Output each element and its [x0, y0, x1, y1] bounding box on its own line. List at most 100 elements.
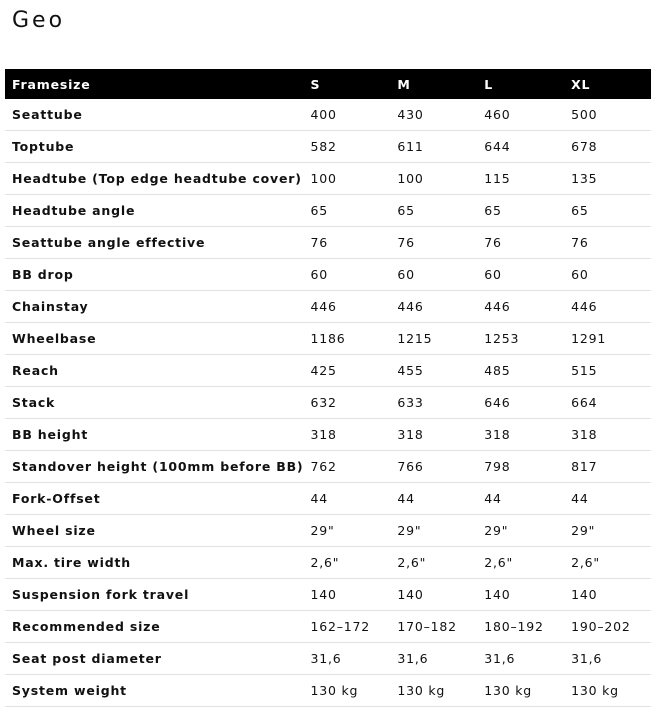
table-header: Framesize S M L XL — [5, 69, 651, 99]
cell: 76 — [477, 226, 565, 259]
cell: 162–172 — [303, 610, 391, 643]
cell: 633 — [390, 386, 478, 419]
table-row: Reach 425 455 485 515 — [5, 354, 651, 387]
cell: 515 — [564, 354, 651, 387]
cell: 1186 — [303, 322, 391, 355]
table-row: Wheel size 29" 29" 29" 29" — [5, 514, 651, 547]
cell: 2,6" — [303, 546, 391, 579]
cell: 60 — [303, 258, 391, 291]
cell: 425 — [303, 354, 391, 387]
cell: 766 — [390, 450, 478, 483]
table-row: Toptube 582 611 644 678 — [5, 130, 651, 163]
cell: 130 kg — [564, 674, 651, 707]
row-label: Fork-Offset — [5, 482, 304, 515]
geometry-table: Framesize S M L XL Seattube 400 430 460 500 Toptu… — [5, 69, 651, 707]
cell: 446 — [303, 290, 391, 323]
table-row: Max. tire width 2,6" 2,6" 2,6" 2,6" — [5, 546, 651, 579]
row-label: BB height — [5, 418, 304, 451]
cell: 318 — [477, 418, 565, 451]
cell: 646 — [477, 386, 565, 419]
table-row: Chainstay 446 446 446 446 — [5, 290, 651, 323]
cell: 190–202 — [564, 610, 651, 643]
table-row: Recommended size 162–172 170–182 180–192 190… — [5, 610, 651, 643]
cell: 130 kg — [303, 674, 391, 707]
header-row: Framesize S M L XL — [5, 69, 651, 99]
cell: 140 — [390, 578, 478, 611]
row-label: Headtube angle — [5, 194, 304, 227]
row-label: Wheelbase — [5, 322, 304, 355]
row-label: Suspension fork travel — [5, 578, 304, 611]
cell: 76 — [390, 226, 478, 259]
row-label: System weight — [5, 674, 304, 707]
cell: 65 — [303, 194, 391, 227]
cell: 29" — [564, 514, 651, 547]
cell: 400 — [303, 99, 391, 131]
cell: 140 — [477, 578, 565, 611]
row-label: Max. tire width — [5, 546, 304, 579]
row-label: Stack — [5, 386, 304, 419]
cell: 678 — [564, 130, 651, 163]
cell: 446 — [477, 290, 565, 323]
row-label: Headtube (Top edge headtube cover) — [5, 162, 304, 195]
table-row: BB drop 60 60 60 60 — [5, 258, 651, 291]
cell: 485 — [477, 354, 565, 387]
cell: 430 — [390, 99, 478, 131]
cell: 65 — [477, 194, 565, 227]
header-cell: XL — [564, 69, 651, 99]
cell: 762 — [303, 450, 391, 483]
cell: 130 kg — [477, 674, 565, 707]
page-title: Geo — [12, 8, 66, 33]
row-label: BB drop — [5, 258, 304, 291]
cell: 1215 — [390, 322, 478, 355]
cell: 1291 — [564, 322, 651, 355]
cell: 31,6 — [390, 642, 478, 675]
row-label: Seattube — [5, 99, 304, 131]
cell: 798 — [477, 450, 565, 483]
cell: 460 — [477, 99, 565, 131]
row-label: Toptube — [5, 130, 304, 163]
cell: 644 — [477, 130, 565, 163]
table-body: Seattube 400 430 460 500 Toptube 582 611 644 678 H… — [5, 99, 651, 707]
cell: 130 kg — [390, 674, 478, 707]
header-cell: Framesize — [5, 69, 304, 99]
table-row: Stack 632 633 646 664 — [5, 386, 651, 419]
cell: 180–192 — [477, 610, 565, 643]
cell: 44 — [390, 482, 478, 515]
cell: 632 — [303, 386, 391, 419]
cell: 318 — [390, 418, 478, 451]
cell: 140 — [564, 578, 651, 611]
cell: 76 — [564, 226, 651, 259]
cell: 2,6" — [564, 546, 651, 579]
cell: 1253 — [477, 322, 565, 355]
table-row: Seattube angle effective 76 76 76 76 — [5, 226, 651, 259]
cell: 60 — [477, 258, 565, 291]
cell: 2,6" — [477, 546, 565, 579]
cell: 140 — [303, 578, 391, 611]
table-row: Suspension fork travel 140 140 140 140 — [5, 578, 651, 611]
cell: 446 — [564, 290, 651, 323]
header-cell: M — [390, 69, 478, 99]
cell: 31,6 — [477, 642, 565, 675]
header-cell: S — [303, 69, 391, 99]
cell: 170–182 — [390, 610, 478, 643]
cell: 664 — [564, 386, 651, 419]
table-row: BB height 318 318 318 318 — [5, 418, 651, 451]
cell: 31,6 — [303, 642, 391, 675]
row-label: Chainstay — [5, 290, 304, 323]
table-row: Headtube (Top edge headtube cover) 100 100… — [5, 162, 651, 195]
row-label: Wheel size — [5, 514, 304, 547]
cell: 44 — [477, 482, 565, 515]
cell: 582 — [303, 130, 391, 163]
cell: 65 — [390, 194, 478, 227]
cell: 500 — [564, 99, 651, 131]
cell: 100 — [390, 162, 478, 195]
cell: 29" — [390, 514, 478, 547]
row-label: Seattube angle effective — [5, 226, 304, 259]
cell: 2,6" — [390, 546, 478, 579]
cell: 65 — [564, 194, 651, 227]
cell: 60 — [564, 258, 651, 291]
row-label: Standover height (100mm before BB) — [5, 450, 304, 483]
cell: 318 — [564, 418, 651, 451]
cell: 115 — [477, 162, 565, 195]
